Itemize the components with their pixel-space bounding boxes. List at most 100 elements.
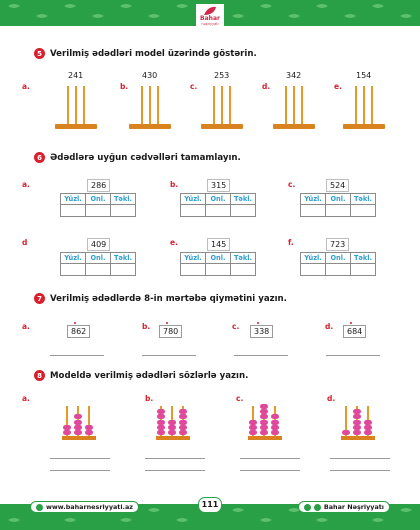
answer-cell[interactable]: [325, 263, 351, 276]
abacus-rod-ones: [88, 406, 90, 436]
publisher-brand[interactable]: Bahar Nəşriyyatı: [297, 501, 390, 513]
header-tens: Onl.: [325, 252, 351, 264]
website-text: www.baharnesriyyati.az: [46, 503, 134, 511]
website-link[interactable]: www.baharnesriyyati.az: [30, 501, 140, 513]
abacus-bead: [157, 430, 165, 435]
abacus-rod-ones: [301, 86, 303, 124]
item-number: 253: [214, 71, 230, 80]
task-5-heading: 5 Verilmiş ədədləri model üzərində göstə…: [34, 48, 257, 59]
place-value-number: 286: [87, 179, 111, 192]
abacus-rod-hundreds: [66, 406, 68, 436]
place-value-number: 409: [87, 238, 111, 251]
answer-line[interactable]: [50, 470, 110, 471]
number-box: 780: [159, 322, 183, 338]
abacus-base: [129, 124, 171, 129]
header-ones: Təkl.: [350, 193, 376, 205]
place-value-number: 723: [326, 238, 350, 251]
abacus-rod-hundreds: [213, 86, 215, 124]
abacus-bead: [353, 409, 361, 415]
place-value-table: Yüzl. Onl. Təkl.: [300, 252, 376, 276]
answer-line[interactable]: [145, 458, 205, 459]
answer-line[interactable]: [142, 355, 196, 356]
answer-cell[interactable]: [230, 204, 256, 217]
header-ones: Təkl.: [230, 252, 256, 264]
header-tens: Onl.: [85, 252, 111, 264]
answer-cell[interactable]: [110, 263, 136, 276]
item-number: 154: [356, 71, 372, 80]
abacus-base: [156, 436, 190, 440]
answer-cell[interactable]: [325, 204, 351, 217]
header-hundreds: Yüzl.: [60, 193, 86, 205]
task-title: Ədədlərə uyğun cədvəlləri tamamlayın.: [50, 152, 241, 163]
abacus-rod-hundreds: [141, 86, 143, 124]
number-box: 684: [343, 322, 367, 338]
abacus-bead: [353, 414, 361, 420]
abacus-bead: [179, 419, 187, 425]
abacus-bead: [179, 409, 187, 415]
answer-cell[interactable]: [350, 204, 376, 217]
answer-line[interactable]: [240, 470, 300, 471]
item-letter: b.: [120, 82, 129, 91]
answer-line[interactable]: [234, 355, 288, 356]
abacus-bead: [342, 430, 350, 435]
answer-cell[interactable]: [180, 263, 206, 276]
answer-cell[interactable]: [110, 204, 136, 217]
abacus-bead: [260, 404, 268, 409]
number-value: 684: [347, 327, 363, 336]
abacus-bead: [63, 430, 71, 435]
header-hundreds: Yüzl.: [300, 193, 326, 205]
answer-cell[interactable]: [300, 263, 326, 276]
answer-line[interactable]: [240, 458, 300, 459]
abacus-bead: [364, 430, 372, 435]
abacus-bead: [364, 419, 372, 425]
abacus-bead: [271, 414, 279, 420]
number-value: 338: [254, 327, 270, 336]
number-box: 862: [67, 322, 91, 338]
answer-line[interactable]: [326, 355, 380, 356]
answer-line[interactable]: [50, 458, 110, 459]
abacus-bead: [353, 419, 361, 425]
item-letter: b.: [170, 180, 179, 189]
answer-cell[interactable]: [205, 204, 231, 217]
item-letter: a.: [22, 394, 30, 403]
abacus-bead: [249, 419, 257, 425]
answer-cell[interactable]: [85, 263, 111, 276]
abacus-rod-hundreds: [67, 86, 69, 124]
abacus-bead: [249, 424, 257, 430]
abacus-rod-hundreds: [355, 86, 357, 124]
abacus-bead: [260, 419, 268, 425]
abacus-bead: [353, 424, 361, 430]
item-letter: c.: [236, 394, 244, 403]
answer-line[interactable]: [50, 355, 104, 356]
abacus-bead: [168, 419, 176, 425]
answer-line[interactable]: [330, 470, 390, 471]
answer-line[interactable]: [330, 458, 390, 459]
digit-marker: [166, 322, 168, 324]
abacus-base: [55, 124, 97, 129]
answer-cell[interactable]: [350, 263, 376, 276]
abacus-bead: [271, 424, 279, 430]
answer-cell[interactable]: [180, 204, 206, 217]
abacus-base: [201, 124, 243, 129]
answer-cell[interactable]: [300, 204, 326, 217]
place-value-number: 315: [207, 179, 231, 192]
answer-cell[interactable]: [85, 204, 111, 217]
leaf-pattern: [8, 4, 412, 18]
answer-cell[interactable]: [60, 204, 86, 217]
abacus-bead: [157, 419, 165, 425]
abacus-bead: [271, 430, 279, 435]
answer-cell[interactable]: [205, 263, 231, 276]
header-hundreds: Yüzl.: [60, 252, 86, 264]
item-letter: a.: [22, 322, 30, 331]
abacus-bead: [260, 409, 268, 415]
digit-marker: [350, 322, 352, 324]
answer-line[interactable]: [145, 470, 205, 471]
item-number: 241: [68, 71, 84, 80]
answer-cell[interactable]: [230, 263, 256, 276]
abacus-bead: [74, 414, 82, 420]
item-letter: d.: [262, 82, 271, 91]
answer-cell[interactable]: [60, 263, 86, 276]
abacus-bead: [179, 414, 187, 420]
abacus-rod-tens: [293, 86, 295, 124]
